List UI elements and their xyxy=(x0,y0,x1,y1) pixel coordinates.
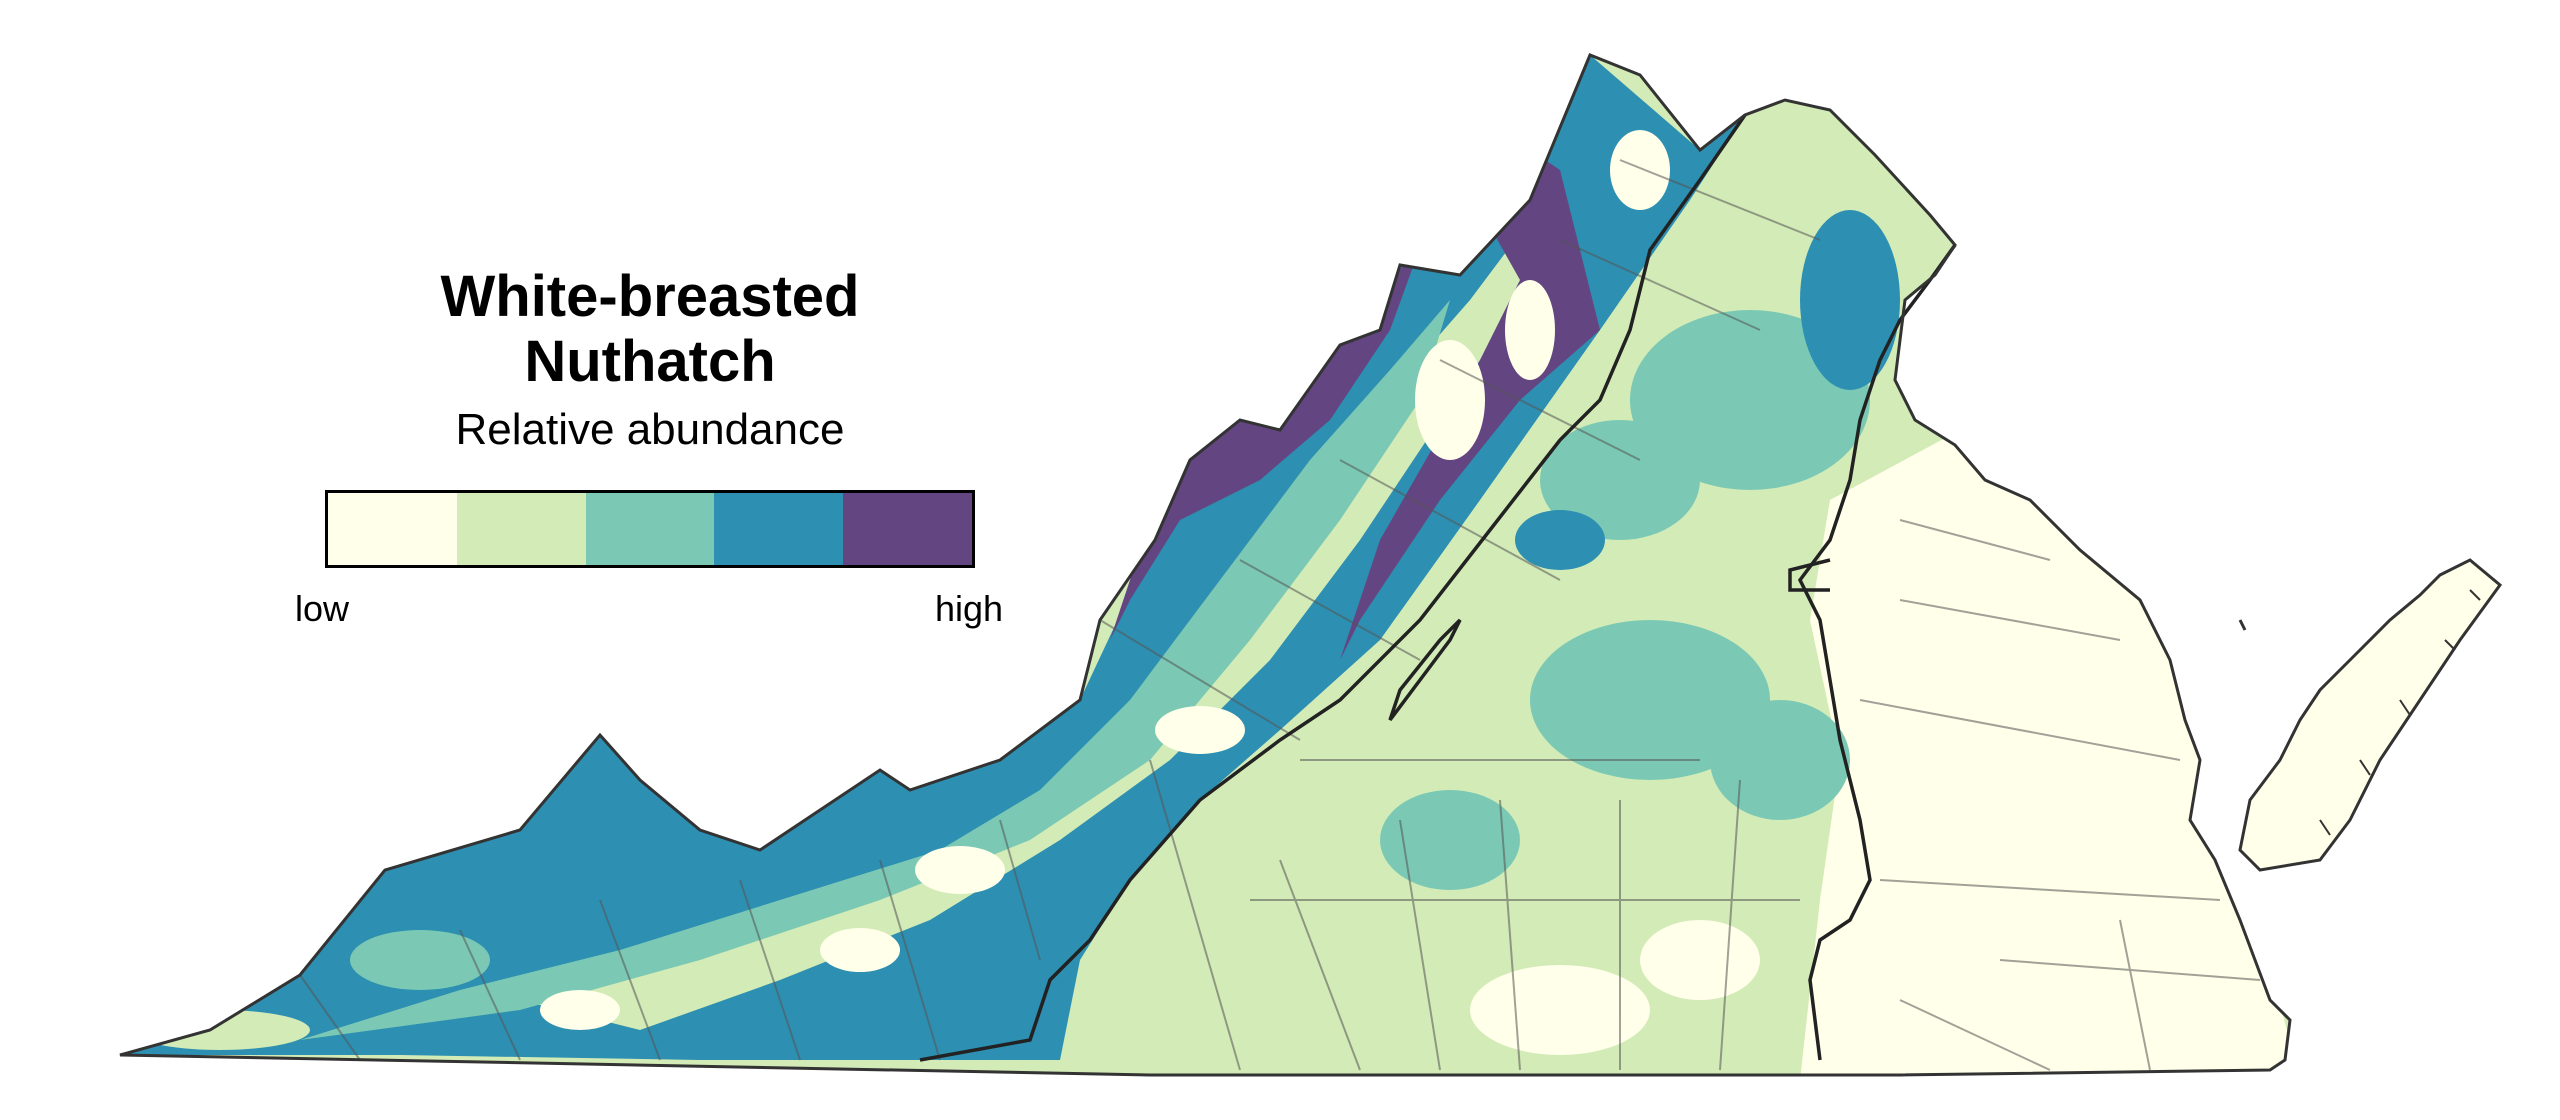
piedmont-high-patch xyxy=(1515,510,1605,570)
coastal-low-zone xyxy=(1800,430,2290,1075)
valley-pocket-low xyxy=(820,928,900,972)
eastern-shore-islands xyxy=(2319,589,2481,836)
valley-pocket-low xyxy=(1610,130,1670,210)
legend-swatch-5 xyxy=(843,493,972,565)
legend-subtitle: Relative abundance xyxy=(455,405,845,454)
valley-pocket-low xyxy=(915,846,1005,894)
valley-mid-band xyxy=(300,300,1450,1040)
piedmont-low-patch xyxy=(1640,920,1760,1000)
piedmont-mid-patch xyxy=(1630,310,1870,490)
legend-title-line2: Nuthatch xyxy=(524,329,776,394)
eastern-shore xyxy=(2238,558,2503,872)
legend-swatch-2 xyxy=(456,493,586,565)
valley-pocket-low xyxy=(1505,280,1555,380)
legend-title-line1: White-breasted xyxy=(440,264,860,329)
county-lines xyxy=(299,159,2261,1071)
piedmont-mid-patch xyxy=(1530,620,1770,780)
legend-swatch-1 xyxy=(328,493,457,565)
valley-pocket-low xyxy=(1155,706,1245,754)
piedmont-mid-patch xyxy=(1380,790,1520,890)
piedmont-high-patch xyxy=(1800,210,1900,390)
valley-pocket-low xyxy=(540,990,620,1030)
legend-swatch-4 xyxy=(714,493,844,565)
region-boundaries xyxy=(919,114,1957,1062)
legend-low-label: low xyxy=(295,588,350,629)
piedmont-mid-patch xyxy=(1710,700,1850,820)
eastern-shore-dot xyxy=(2238,619,2247,631)
legend-high-label: high xyxy=(935,588,1004,629)
piedmont-mid-patch xyxy=(1540,420,1700,540)
valley-pocket-low xyxy=(1415,340,1485,460)
legend-color-bar xyxy=(325,490,975,568)
legend-swatch-3 xyxy=(585,493,715,565)
southwest-mid-patch xyxy=(350,930,490,990)
piedmont-low-patch xyxy=(1470,965,1650,1055)
